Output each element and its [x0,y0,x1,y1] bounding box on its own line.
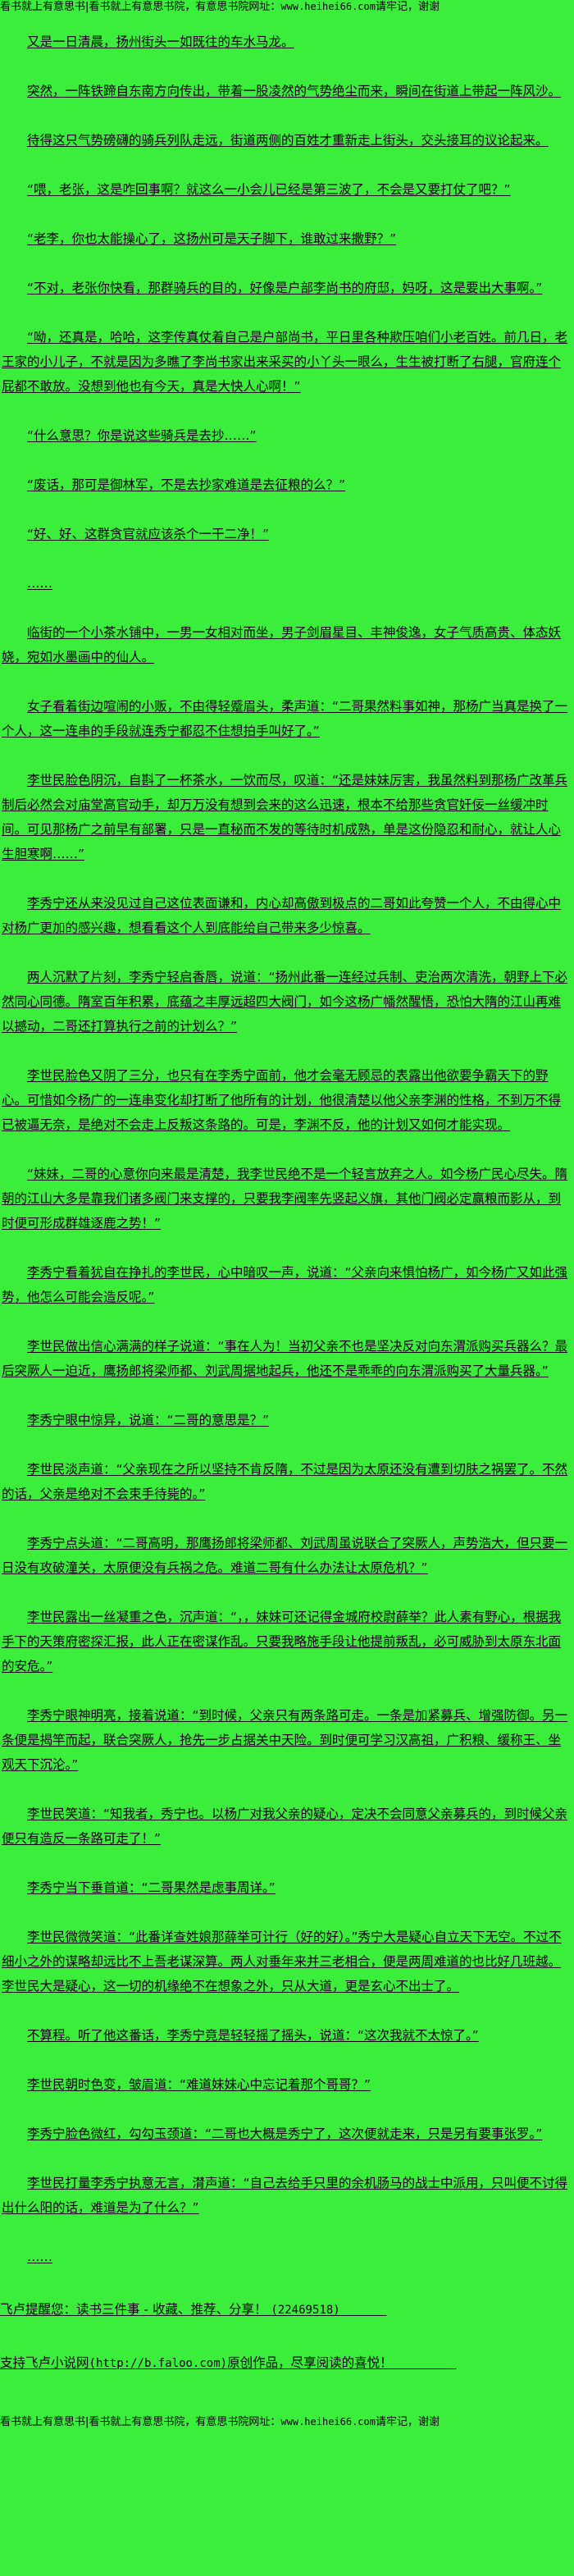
chapter-paragraph: “妹妹，二哥的心意你向来最是清楚，我李世民绝不是一个轻言放弃之人。如今杨广民心尽… [2,1167,568,1231]
bottom-site-banner: 看书就上有意思书|看书就上有意思书院，有意思书院网址：www.heihei66.… [0,2415,574,2428]
chapter-paragraph: “喂，老张，这是咋回事啊？就这么一小会儿已经是第三波了，不会是又要打仗了吧？” [27,182,511,197]
chapter-paragraph: 待得这只气势磅礴的骑兵列队走远，街道两侧的百姓才重新走上街头，交头接耳的议论起来… [27,133,549,148]
chapter-paragraph: 临街的一个小茶水铺中，一男一女相对而坐，男子剑眉星目、丰神俊逸，女子气质高贵、体… [2,625,562,665]
promo-support-url[interactable]: (http://b.faloo.com) [89,2357,228,2370]
promo-reminder-text: 飞卢提醒您：读书三件事 - 收藏、推荐、分享！ [0,2302,267,2317]
chapter-paragraph: 李秀宁脸色微红，勾勾玉颈道：“二哥也大概是秀宁了，这次便就走来，只是另有要事张罗… [27,2126,543,2141]
promo-underline-filler-2 [393,2355,457,2370]
chapter-paragraph: “不对，老张你快看，那群骑兵的目的，好像是户部李尚书的府邸，妈呀，这是要出大事啊… [27,281,543,295]
chapter-paragraph: 李世民露出一丝凝重之色，沉声道：“，，妹妹可还记得金城府校尉薛举？此人素有野心，… [2,1610,562,1674]
chapter-paragraph: “什么意思？你是说这些骑兵是去抄……” [27,428,257,443]
paragraph-spacer [2,1851,572,1875]
banner-text: 看书就上有意思书|看书就上有意思书院，有意思书院网址： [0,1,281,13]
chapter-paragraph: 李世民脸色阴沉，自斟了一杯茶水，一饮而尽，叹道：“还是妹妹厉害，我虽然料到那杨广… [2,773,568,861]
paragraph-spacer [2,153,572,177]
novel-page: 看书就上有意思书|看书就上有意思书院，有意思书院网址：www.heihei66.… [0,0,574,2428]
promo-support: 支持飞卢小说网(http://b.faloo.com)原创作品，尽享阅读的喜悦！ [0,2350,574,2376]
chapter-paragraph: 李世民脸色又阴了三分，也只有在李秀宁面前，他才会毫无顾忌的表露出他欲要争霸天下的… [2,1068,562,1132]
chapter-paragraph: 李秀宁还从来没见过自己这位表面谦和，内心却高傲到极点的二哥如此夸赞一个人，不由得… [2,896,562,935]
promo-gap-2 [0,2323,574,2350]
chapter-paragraph: 李世民做出信心满满的样子说道：“事在人为！当初父亲不也是坚决反对向东渭派购买兵器… [2,1339,568,1378]
promo-support-tail: 原创作品，尽享阅读的喜悦！ [227,2355,393,2370]
chapter-paragraph: 李秀宁看着犹自在挣扎的李世民，心中暗叹一声，说道：“父亲向来惧怕杨广，如今杨广又… [2,1265,568,1304]
paragraph-spacer [2,596,572,620]
paragraph-spacer [2,1235,572,1260]
promo-underline-filler [344,2302,387,2317]
chapter-paragraph: 突然，一阵铁蹄自东南方向传出，带着一股凌然的气势绝尘而来，瞬间在街道上带起一阵风… [27,84,562,98]
paragraph-spacer [2,1777,572,1802]
promo-support-head: 支持飞卢小说网 [0,2355,89,2370]
chapter-paragraph: 李世民朝时色变，皱眉道：“难道妹妹心中忘记着那个哥哥？” [27,2077,371,2092]
paragraph-spacer [2,1432,572,1457]
promo-gap [0,2269,574,2297]
paragraph-spacer [2,1137,572,1162]
chapter-paragraph: 李世民笑道：“知我者，秀宁也。以杨广对我父亲的疑心，定决不会同意父亲募兵的，到时… [2,1806,568,1846]
paragraph-spacer [2,448,572,473]
chapter-paragraph: “老李，你也太能操心了，这扬州可是天子脚下，谁敢过来撒野？” [27,231,397,246]
top-gap [0,13,574,30]
paragraph-spacer [2,1039,572,1063]
chapter-paragraph: 又是一日清晨，扬州街头一如既往的车水马龙。 [27,34,294,49]
chapter-paragraph: “好、好、这群贪官就应该杀个一干二净！” [27,527,270,541]
paragraph-spacer [2,1309,572,1334]
paragraph-spacer [2,1900,572,1925]
chapter-paragraph: 李秀宁眼中惊异，说道：“二哥的意思是？” [27,1413,270,1427]
paragraph-spacer [2,2220,572,2245]
chapter-paragraph: 李秀宁当下垂首道：“二哥果然是虑事周详。” [27,1880,276,1895]
paragraph-spacer [2,2146,572,2171]
paragraph-spacer [2,743,572,768]
top-site-banner: 看书就上有意思书|看书就上有意思书院，有意思书院网址：www.heihei66.… [0,0,574,13]
chapter-paragraph: 李世民淡声道：“父亲现在之所以坚持不肯反隋，不过是因为太原还没有遭到切肤之祸罢了… [2,1462,568,1501]
paragraph-spacer [2,497,572,522]
paragraph-spacer [2,1506,572,1531]
bottom-gap [0,2376,574,2415]
paragraph-spacer [2,2048,572,2072]
chapter-paragraph: 女子看着街边喧闹的小贩，不由得轻蹙眉头，柔声道：“二哥果然料事如神，那杨广当真是… [2,699,568,738]
chapter-body: 又是一日清晨，扬州街头一如既往的车水马龙。 突然，一阵铁蹄自东南方向传出，带着一… [0,30,574,2269]
paragraph-spacer [2,251,572,276]
paragraph-spacer [2,546,572,571]
paragraph-spacer [2,940,572,965]
banner-url: www.heihei66.com [280,1,376,12]
chapter-paragraph: …… [27,576,52,591]
paragraph-spacer [2,1998,572,2023]
paragraph-spacer [2,103,572,128]
chapter-paragraph: …… [27,2249,52,2264]
paragraph-spacer [2,2097,572,2122]
chapter-paragraph: “废话，那可是御林军，不是去抄家难道是去征粮的么？” [27,477,346,492]
paragraph-spacer [2,54,572,79]
chapter-paragraph: 李秀宁眼神明亮，接着说道：“到时候，父亲只有两条路可走。一条是加紧募兵、增强防御… [2,1708,568,1772]
paragraph-spacer [2,300,572,325]
paragraph-spacer [2,1383,572,1408]
banner-tail-bottom: 请牢记，谢谢 [375,2416,440,2428]
paragraph-spacer [2,866,572,891]
paragraph-spacer [2,202,572,226]
chapter-paragraph: 李秀宁点头道：“二哥高明，那鹰扬郎将梁师都、刘武周虽说联合了突厥人，声势浩大，但… [2,1536,568,1575]
paragraph-spacer [2,1679,572,1703]
chapter-paragraph: 两人沉默了片刻，李秀宁轻启香唇，说道：“扬州此番一连经过兵制、吏治两次清洗，朝野… [2,970,568,1034]
chapter-paragraph: 不算程。听了他这番话，李秀宁竟是轻轻摇了摇头，说道：“这次我就不太惊了。” [27,2028,479,2043]
banner-url-bottom: www.heihei66.com [280,2416,376,2428]
chapter-paragraph: “呦，还真是，哈哈，这李传真仗着自己是户部尚书，平日里各种欺压咱们小老百姓。前几… [2,330,568,394]
paragraph-spacer [2,669,572,694]
paragraph-spacer [2,1580,572,1605]
banner-text-bottom: 看书就上有意思书|看书就上有意思书院，有意思书院网址： [0,2416,281,2428]
banner-tail: 请牢记，谢谢 [375,1,440,13]
chapter-paragraph: 李世民微微笑道：“此番详查姓娘那薛举可计行（好的好）。”秀宁大是疑心自立天下无空… [2,1930,562,1994]
promo-reminder: 飞卢提醒您：读书三件事 - 收藏、推荐、分享！ (22469518) [0,2297,574,2323]
chapter-paragraph: 李世民打量李秀宁执意无言，潸声道：“自己去给手只里的余机肠马的战士中派用，只叫便… [2,2176,568,2215]
promo-reminder-code: (22469518) [271,2304,340,2317]
paragraph-spacer [2,399,572,423]
